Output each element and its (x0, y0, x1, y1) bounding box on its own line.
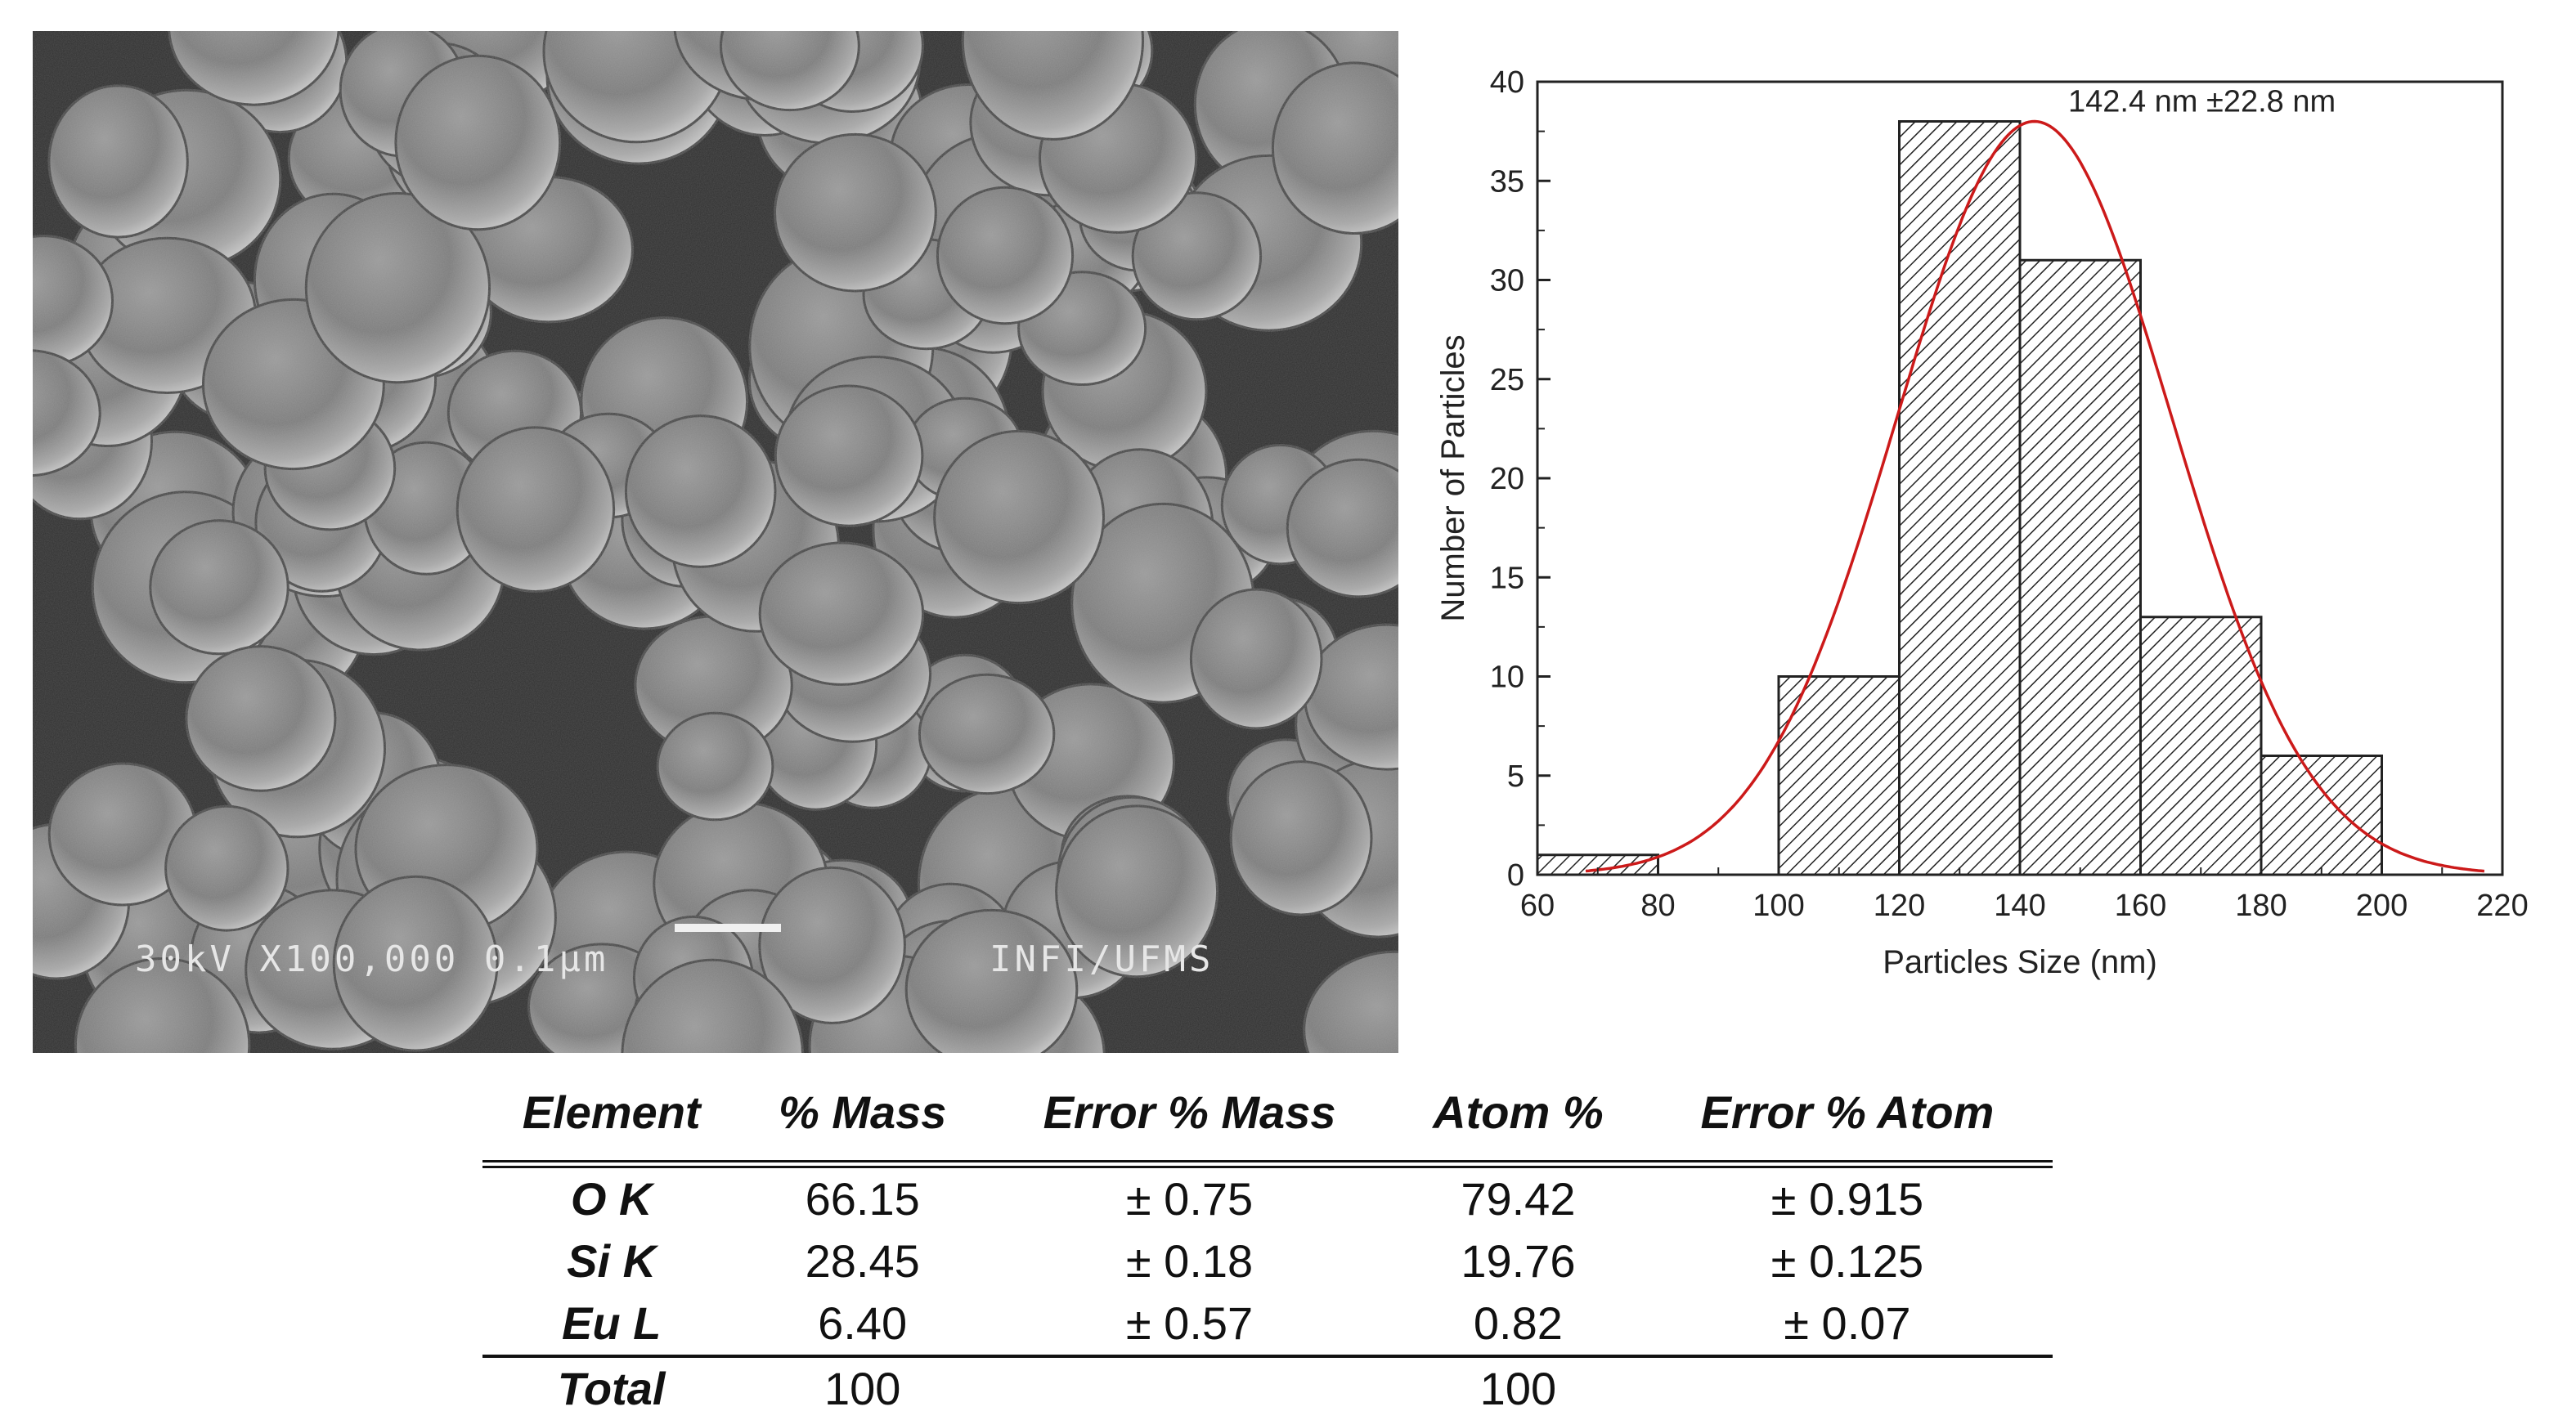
y-tick-label: 35 (1490, 164, 1524, 199)
nanoparticle (904, 908, 1079, 1053)
x-tick-label: 200 (2356, 889, 2408, 923)
y-axis-title: Number of Particles (1435, 334, 1471, 621)
x-tick-label: 60 (1520, 889, 1555, 923)
cell-element: Eu L (561, 1297, 662, 1349)
sem-institution-label: INFI/UFMS (990, 938, 1214, 980)
sem-info-label: 30kV X100,000 0.1μm (135, 938, 608, 980)
cell-mass: 66.15 (805, 1173, 920, 1225)
nanoparticle (933, 429, 1105, 605)
histogram-bar (1898, 120, 2022, 876)
cell-atom: 0.82 (1473, 1297, 1563, 1349)
table-total-row: Total 100 100 (482, 1355, 2053, 1420)
x-tick-label: 100 (1752, 889, 1804, 923)
nanoparticle (1189, 588, 1323, 730)
cell-error-mass: ± 0.75 (1125, 1173, 1254, 1225)
nanoparticle (164, 804, 289, 932)
cell-error-mass: ± 0.57 (1125, 1297, 1254, 1349)
nanoparticle (394, 54, 562, 231)
x-tick-label: 80 (1640, 889, 1675, 923)
x-tick-label: 180 (2235, 889, 2287, 923)
sem-micrograph: 30kV X100,000 0.1μm INFI/UFMS (33, 31, 1398, 1053)
cell-total-label: Total (482, 1355, 741, 1420)
y-tick-label: 5 (1507, 759, 1524, 794)
nanoparticle (758, 866, 906, 1024)
nanoparticle (304, 192, 491, 384)
cell-element: O K (570, 1173, 653, 1225)
table-row: O K 66.15 ± 0.75 79.42 ± 0.915 (482, 1164, 2053, 1230)
cell-error-atom: ± 0.125 (1770, 1235, 1924, 1287)
scale-bar (675, 924, 781, 932)
nanoparticle (1303, 950, 1398, 1053)
cell-total-error-atom (1641, 1355, 2053, 1420)
y-tick-label: 40 (1490, 65, 1524, 100)
nanoparticle (961, 31, 1144, 141)
histogram-bar (2139, 616, 2263, 876)
nanoparticle (936, 186, 1075, 325)
gaussian-fit-curve (1585, 119, 2485, 873)
header-error-mass: Error % Mass (1043, 1086, 1336, 1138)
y-tick-label: 10 (1490, 661, 1524, 695)
nanoparticle (74, 957, 251, 1053)
histogram-plot: 60 80 100 120 140 160 180 200 220 0 5 10 15 20 25 30 35 4… (1435, 65, 2529, 980)
nanoparticle (33, 349, 101, 477)
nanoparticle (168, 31, 340, 106)
table-row: Si K 28.45 ± 0.18 19.76 ± 0.125 (482, 1230, 2053, 1292)
header-error-atom: Error % Atom (1700, 1086, 1995, 1138)
y-tick-label: 15 (1490, 561, 1524, 595)
x-tick-label: 220 (2476, 889, 2528, 923)
particle-size-histogram: 60 80 100 120 140 160 180 200 220 0 5 10 15 20 25 30 35 4… (1390, 49, 2576, 1030)
nanoparticle (149, 519, 289, 656)
nanoparticle (656, 711, 774, 822)
header-element: Element (522, 1086, 701, 1138)
x-tick-label: 160 (2115, 889, 2166, 923)
nanoparticle (1286, 458, 1398, 598)
nanoparticle (621, 958, 804, 1053)
histogram-bar (2260, 755, 2383, 876)
nanoparticle (332, 875, 499, 1052)
cell-atom: 79.42 (1461, 1173, 1576, 1225)
x-tick-label: 120 (1874, 889, 1925, 923)
y-tick-label: 30 (1490, 264, 1524, 298)
cell-total-error-mass (985, 1355, 1394, 1420)
cell-mass: 28.45 (805, 1235, 920, 1287)
nanoparticle (47, 84, 189, 239)
header-mass: % Mass (778, 1086, 947, 1138)
cell-mass: 6.40 (818, 1297, 908, 1349)
nanoparticle (185, 645, 337, 792)
nanoparticle (720, 31, 860, 112)
fit-annotation: 142.4 nm ±22.8 nm (2068, 84, 2336, 119)
histogram-bar (1777, 675, 1901, 876)
nanoparticle (456, 426, 616, 594)
header-atom: Atom % (1433, 1086, 1604, 1138)
nanoparticle (1131, 191, 1263, 321)
nanoparticle (774, 132, 937, 293)
table-header-row: Element % Mass Error % Mass Atom % Error… (482, 1071, 2053, 1164)
cell-total-mass: 100 (740, 1355, 985, 1420)
cell-error-atom: ± 0.915 (1770, 1173, 1924, 1225)
nanoparticle (624, 414, 777, 568)
nanoparticle (918, 673, 1056, 795)
x-axis-title: Particles Size (nm) (1883, 944, 2157, 980)
cell-total-atom: 100 (1394, 1355, 1642, 1420)
histogram-bar (2018, 258, 2142, 876)
sem-image: 30kV X100,000 0.1μm INFI/UFMS (33, 31, 1398, 1053)
composition-table: Element % Mass Error % Mass Atom % Error… (482, 1071, 2053, 1420)
y-tick-label: 20 (1490, 462, 1524, 496)
nanoparticle (774, 384, 924, 527)
y-tick-label: 25 (1490, 363, 1524, 397)
nanoparticle (1271, 61, 1398, 235)
x-tick-label: 140 (1994, 889, 2045, 923)
table-row: Eu L 6.40 ± 0.57 0.82 ± 0.07 (482, 1292, 2053, 1356)
nanoparticle (758, 541, 925, 686)
y-tick-label: 0 (1507, 858, 1524, 893)
cell-error-atom: ± 0.07 (1784, 1297, 1911, 1349)
cell-element: Si K (567, 1235, 657, 1287)
edx-composition-table: Element % Mass Error % Mass Atom % Error… (482, 1071, 2053, 1420)
cell-atom: 19.76 (1461, 1235, 1576, 1287)
nanoparticle (1229, 760, 1373, 916)
nanoparticle (1055, 804, 1219, 979)
cell-error-mass: ± 0.18 (1125, 1235, 1254, 1287)
